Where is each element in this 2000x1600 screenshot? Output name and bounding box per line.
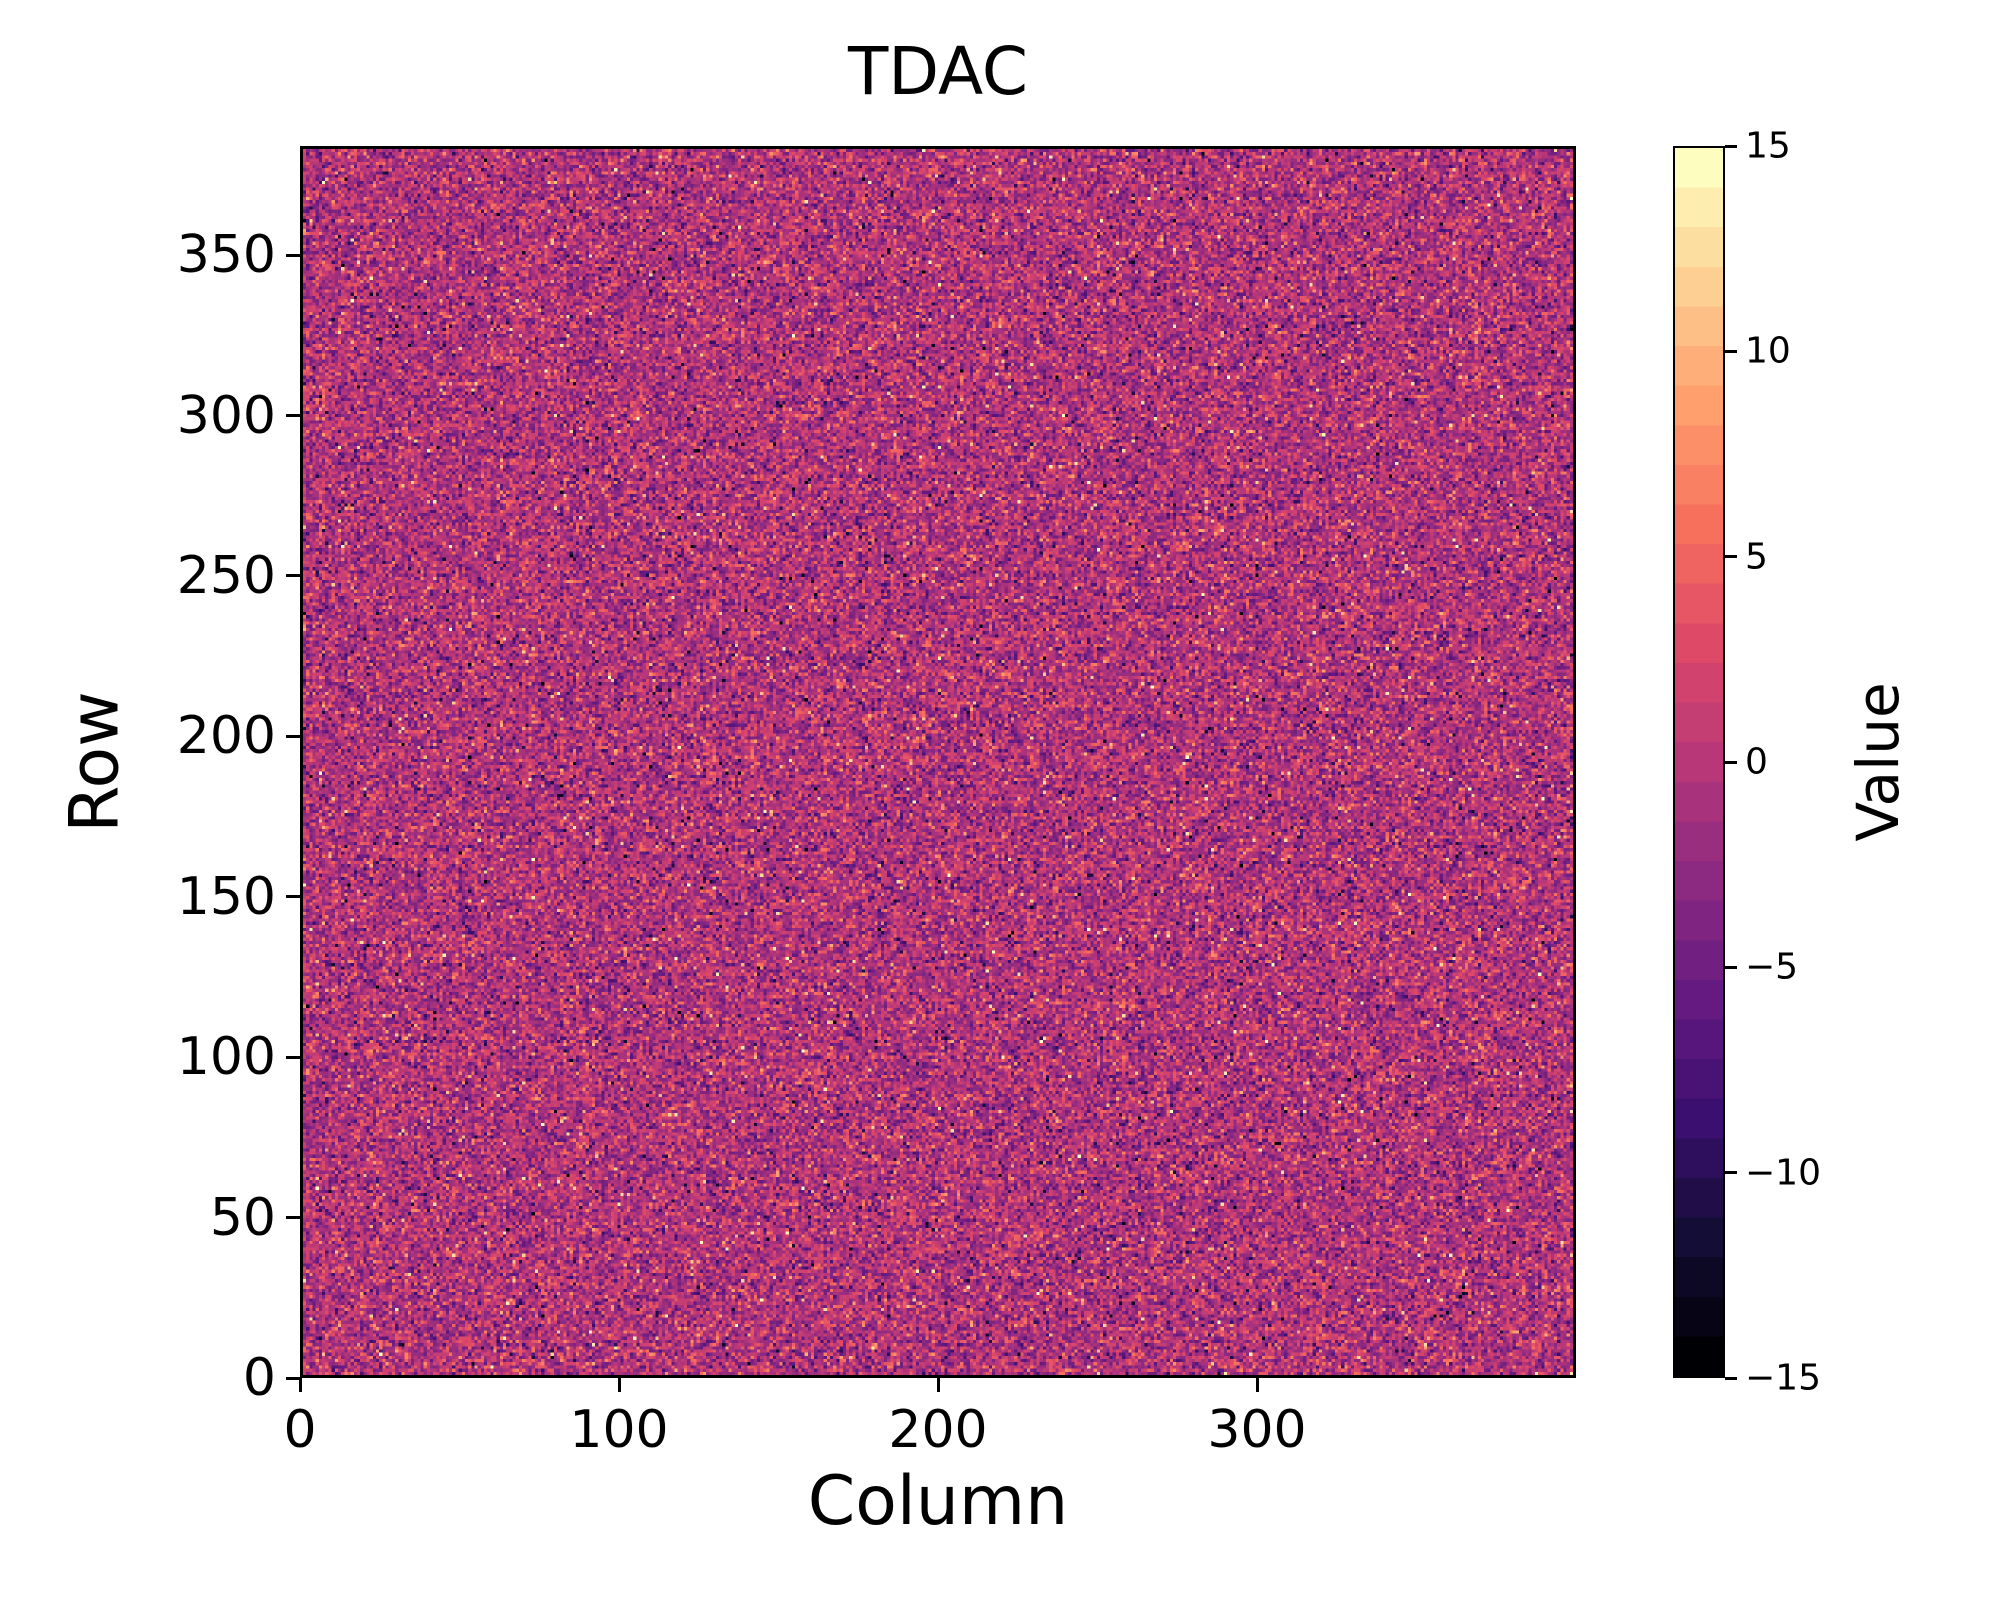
y-tick-label: 200: [176, 706, 276, 767]
colorbar-tick-label: 5: [1745, 536, 1768, 578]
colorbar-tick-label: −10: [1745, 1152, 1821, 1194]
x-tick-mark: [1255, 1378, 1259, 1392]
colorbar-tick-mark: [1725, 555, 1737, 559]
heatmap-canvas: [303, 149, 1573, 1375]
y-tick-label: 300: [176, 385, 276, 446]
y-tick-label: 100: [176, 1027, 276, 1088]
colorbar-tick-mark: [1725, 1171, 1737, 1175]
x-tick-label: 200: [888, 1400, 988, 1460]
colorbar-tick-label: 15: [1745, 125, 1791, 167]
y-tick-mark: [286, 414, 300, 417]
y-tick-mark: [286, 895, 300, 899]
colorbar-label: Value: [1844, 682, 1912, 842]
y-tick-label: 50: [209, 1187, 276, 1248]
colorbar-tick-label: −5: [1745, 946, 1799, 988]
colorbar-tick-label: −15: [1745, 1357, 1821, 1399]
plot-area: [300, 146, 1576, 1378]
y-tick-label: 0: [242, 1348, 276, 1408]
x-axis-label: Column: [807, 1462, 1069, 1541]
colorbar-tick-mark: [1725, 144, 1737, 148]
y-tick-label: 250: [176, 545, 276, 606]
x-tick-mark: [617, 1378, 621, 1392]
x-tick-label: 300: [1207, 1400, 1307, 1460]
colorbar-tick-mark: [1725, 965, 1737, 969]
colorbar: [1673, 146, 1725, 1378]
colorbar-tick-label: 10: [1745, 330, 1791, 372]
x-tick-mark: [298, 1378, 302, 1392]
y-tick-mark: [286, 1055, 300, 1059]
x-tick-mark: [936, 1378, 940, 1392]
colorbar-tick-mark: [1725, 349, 1737, 353]
colorbar-tick-mark: [1725, 1376, 1737, 1380]
x-tick-label: 0: [283, 1400, 317, 1460]
y-axis-label: Row: [55, 691, 135, 833]
y-tick-label: 350: [176, 225, 276, 286]
y-tick-mark: [286, 574, 300, 578]
y-tick-label: 150: [176, 866, 276, 927]
x-tick-label: 100: [569, 1400, 669, 1460]
colorbar-tick-label: 0: [1745, 741, 1768, 783]
y-tick-mark: [286, 1216, 300, 1220]
y-tick-mark: [286, 1376, 300, 1380]
chart-title: TDAC: [847, 33, 1029, 110]
y-tick-mark: [286, 253, 300, 257]
colorbar-canvas: [1675, 148, 1723, 1376]
y-tick-mark: [286, 734, 300, 738]
colorbar-tick-mark: [1725, 760, 1737, 764]
